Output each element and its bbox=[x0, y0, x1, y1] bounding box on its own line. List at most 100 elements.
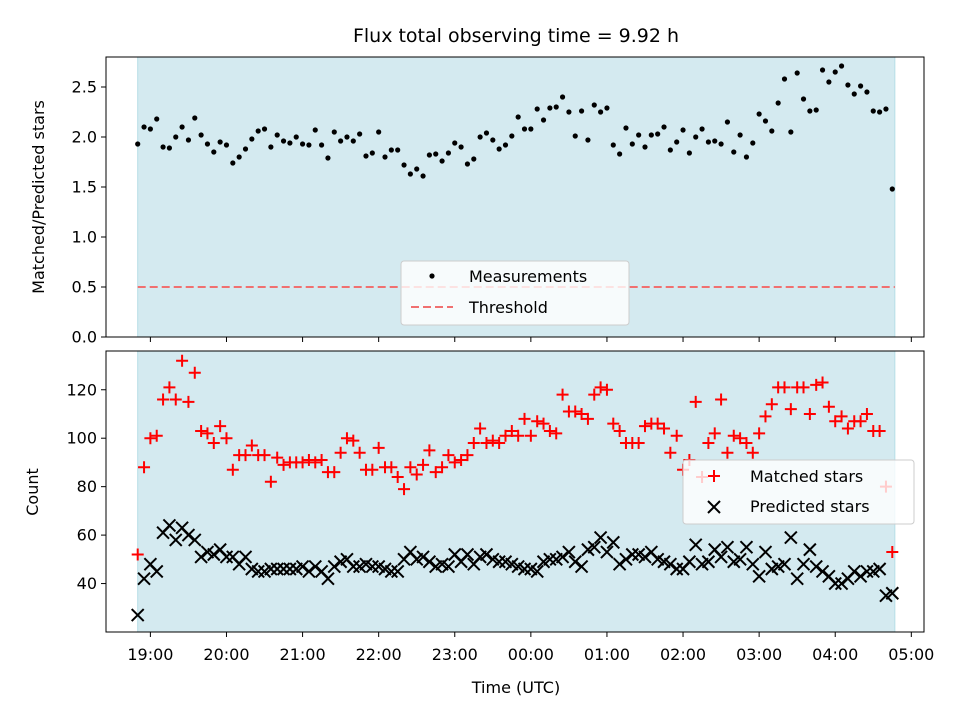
matched-star-point bbox=[531, 415, 544, 428]
measurement-point bbox=[604, 105, 610, 111]
measurement-point bbox=[261, 126, 268, 132]
predicted-star-point bbox=[169, 533, 183, 547]
measurement-point bbox=[667, 147, 673, 153]
measurement-point bbox=[217, 139, 223, 145]
matched-star-point bbox=[455, 454, 468, 467]
measurement-point bbox=[712, 138, 718, 144]
predicted-star-point bbox=[390, 564, 405, 579]
measurement-point bbox=[401, 162, 407, 168]
measurement-point bbox=[204, 141, 211, 147]
measurement-point bbox=[255, 128, 261, 134]
measurement-point bbox=[477, 134, 483, 140]
x-tick-label: 01:00 bbox=[584, 645, 630, 664]
measurement-point bbox=[591, 102, 597, 108]
predicted-star-point bbox=[422, 555, 437, 569]
measurement-point bbox=[318, 142, 325, 148]
measurement-point bbox=[756, 111, 762, 117]
measurement-point bbox=[274, 132, 280, 138]
top-y-axis-ticks: 0.0 0.5 1.0 1.5 2.0 2.5 bbox=[72, 78, 106, 347]
measurement-point bbox=[553, 104, 559, 110]
measurement-point bbox=[775, 100, 781, 106]
predicted-star-point bbox=[625, 547, 640, 562]
matched-star-point bbox=[537, 417, 550, 430]
measurement-point bbox=[287, 140, 293, 146]
matched-star-point bbox=[328, 466, 341, 479]
measurement-point bbox=[686, 150, 692, 156]
y-tick-label: 80 bbox=[77, 477, 97, 496]
y-tick-label: 100 bbox=[66, 429, 97, 448]
measurement-point bbox=[268, 144, 274, 150]
measurement-point bbox=[344, 134, 350, 140]
matched-star-point bbox=[600, 383, 613, 396]
matched-star-point bbox=[854, 415, 867, 428]
measurement-point bbox=[769, 128, 775, 134]
matched-star-point bbox=[245, 439, 258, 452]
legend-predicted-label: Predicted stars bbox=[750, 497, 870, 516]
measurement-point bbox=[528, 126, 534, 132]
matched-star-point bbox=[296, 456, 309, 469]
matched-star-point bbox=[398, 483, 411, 496]
matched-star-point bbox=[575, 407, 588, 420]
matched-star-point bbox=[658, 422, 671, 435]
matched-star-point bbox=[632, 437, 645, 450]
matched-star-point bbox=[220, 432, 233, 445]
matched-star-point bbox=[271, 451, 284, 464]
predicted-star-point bbox=[606, 535, 620, 550]
top-x-axis-ticks bbox=[149, 337, 912, 342]
measurement-point bbox=[230, 160, 236, 166]
y-tick-label: 0.0 bbox=[72, 328, 97, 347]
measurement-point bbox=[414, 166, 420, 172]
measurement-point bbox=[598, 109, 604, 115]
x-tick-label: 02:00 bbox=[660, 645, 706, 664]
measurement-point bbox=[496, 146, 502, 152]
predicted-star-point bbox=[746, 557, 760, 571]
matched-star-point bbox=[195, 424, 208, 437]
predicted-star-point bbox=[758, 545, 773, 559]
measurement-point bbox=[141, 124, 147, 130]
predicted-star-point bbox=[803, 542, 817, 557]
bottom-y-axis-ticks: 40 60 80 100 120 bbox=[66, 380, 106, 593]
predicted-star-point bbox=[530, 564, 544, 579]
x-tick-label: 03:00 bbox=[736, 645, 782, 664]
predicted-star-point bbox=[663, 557, 678, 571]
matched-star-point bbox=[163, 381, 176, 394]
measurement-point bbox=[312, 127, 318, 133]
predicted-star-point bbox=[162, 518, 177, 533]
matched-star-point bbox=[784, 403, 797, 416]
predicted-star-point bbox=[130, 608, 145, 622]
measurement-point bbox=[857, 83, 864, 89]
top-panel: 0.0 0.5 1.0 1.5 2.0 2.5 Flux total observing … bbox=[29, 25, 925, 347]
predicted-star-point bbox=[720, 540, 735, 554]
measurement-point bbox=[135, 141, 141, 147]
measurement-point bbox=[350, 138, 356, 144]
x-tick-label: 19:00 bbox=[127, 645, 173, 664]
matched-star-point bbox=[169, 393, 182, 406]
matched-star-point bbox=[778, 381, 791, 394]
matched-star-point bbox=[651, 417, 664, 430]
predicted-star-point bbox=[188, 533, 202, 547]
predicted-star-point bbox=[885, 586, 900, 600]
matched-star-point bbox=[461, 449, 474, 462]
predicted-star-point bbox=[638, 550, 652, 564]
matched-star-point bbox=[569, 405, 582, 418]
measurement-point bbox=[813, 107, 819, 113]
predicted-star-point bbox=[714, 550, 728, 564]
y-tick-label: 1.5 bbox=[72, 178, 97, 197]
predicted-star-point bbox=[809, 559, 823, 574]
measurement-point bbox=[420, 173, 426, 179]
measurement-point bbox=[471, 156, 477, 162]
measurement-point bbox=[388, 147, 394, 153]
measurement-point bbox=[179, 124, 185, 130]
matched-star-point bbox=[727, 429, 740, 442]
measurement-point bbox=[705, 139, 712, 145]
measurement-point bbox=[211, 149, 217, 155]
measurement-point bbox=[832, 69, 838, 75]
y-tick-label: 120 bbox=[66, 380, 97, 399]
y-tick-label: 0.5 bbox=[72, 278, 97, 297]
matched-star-point bbox=[176, 354, 189, 367]
measurement-point bbox=[509, 133, 515, 139]
predicted-star-point bbox=[733, 552, 747, 567]
measurement-point bbox=[325, 155, 331, 161]
matched-star-point bbox=[505, 424, 518, 437]
measurement-point bbox=[331, 129, 337, 135]
